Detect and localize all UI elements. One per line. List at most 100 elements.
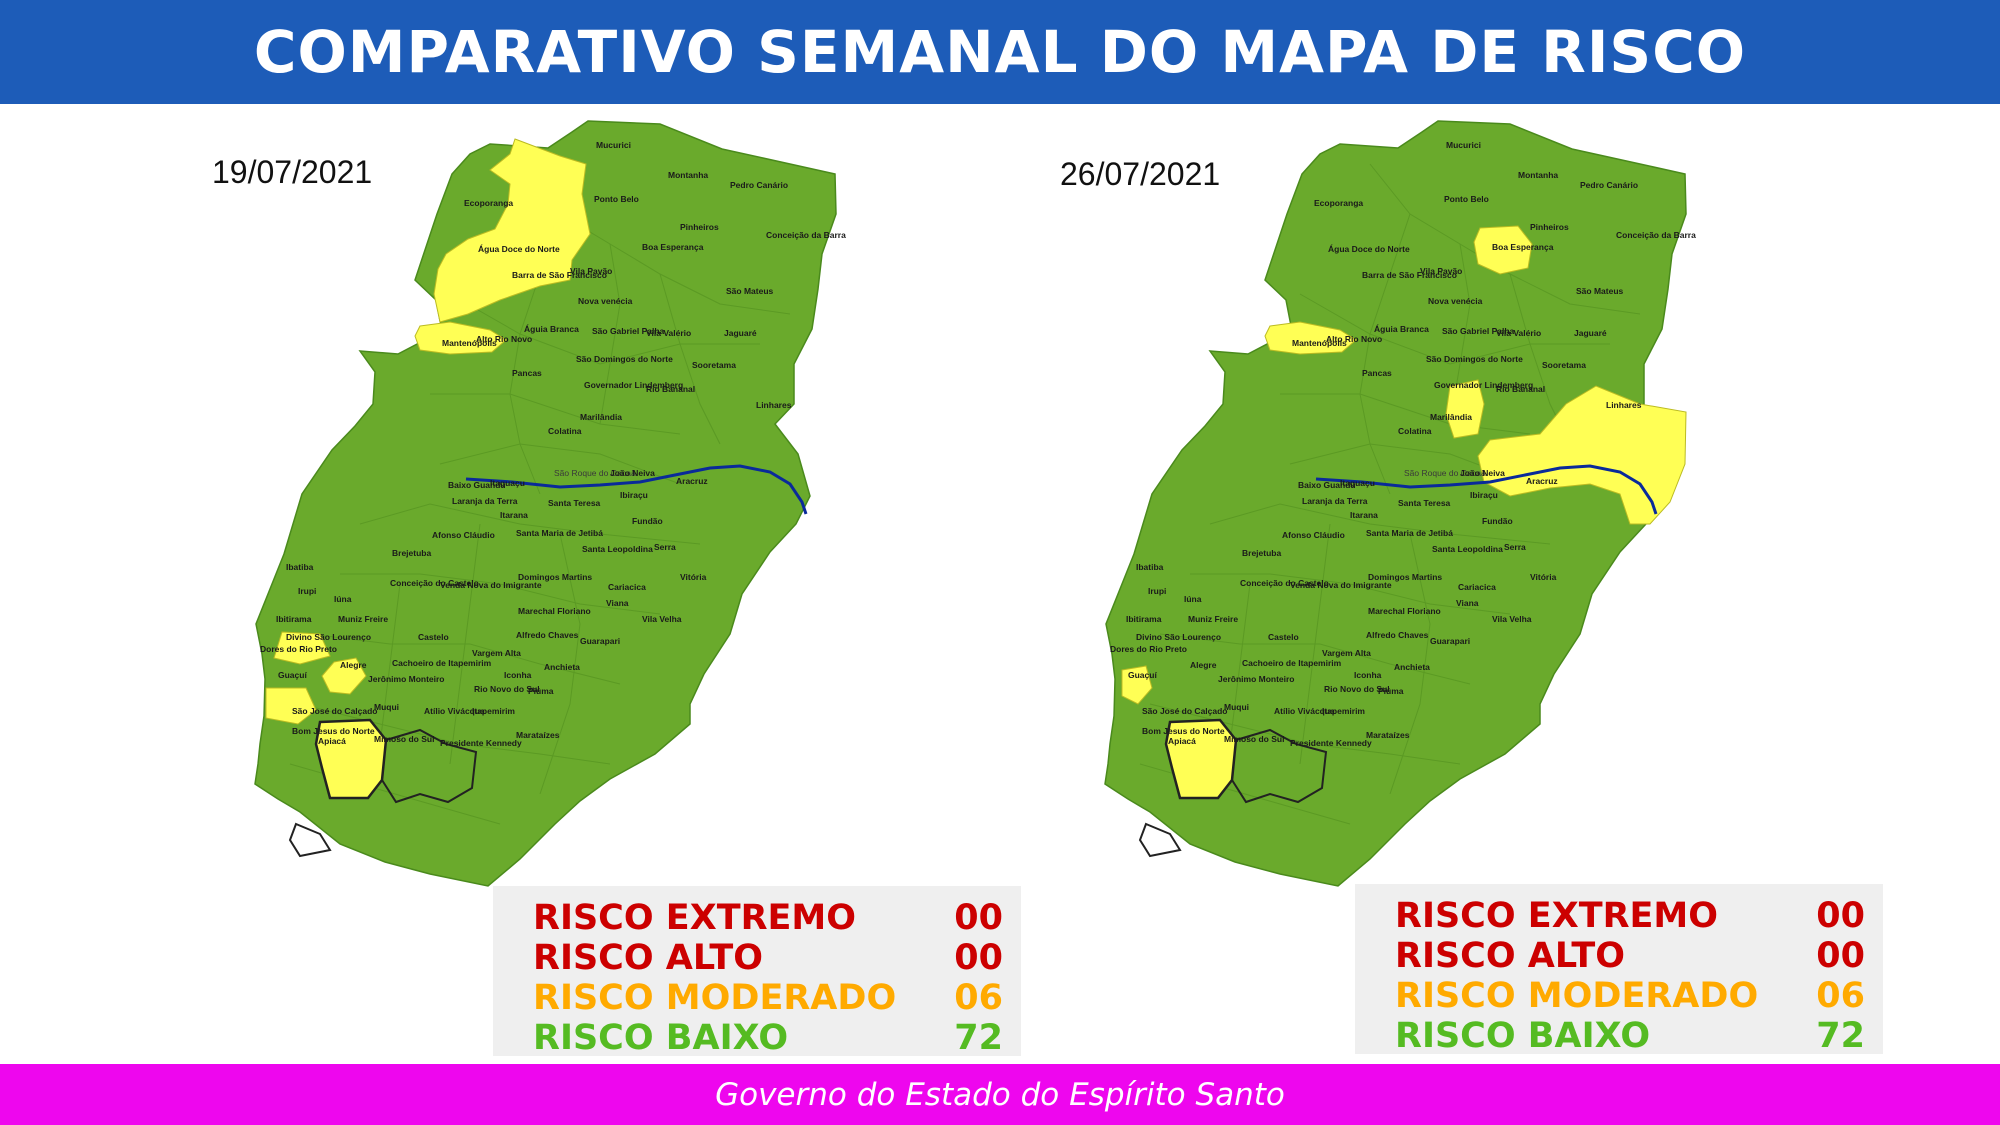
map-label: Mucurici <box>596 140 631 150</box>
moderate-alegre <box>1164 718 1238 800</box>
moderate-governador-lindemberg <box>1445 379 1485 439</box>
map-label: Baixo Guandu <box>1298 480 1356 490</box>
map-label: Atílio Vivácqua <box>424 706 485 716</box>
map-label: Itaguaçu <box>490 478 525 488</box>
moderate-iuna <box>321 657 367 695</box>
map-label: Alto Rio Novo <box>476 334 532 344</box>
map-label: Apiacá <box>1168 736 1196 746</box>
map-label: Vitória <box>1530 572 1557 582</box>
municipality-labels: Mucurici Montanha Pedro Canário Ecoporan… <box>260 140 846 748</box>
map-date: 26/07/2021 <box>1060 156 1221 192</box>
moderate-ibitirama <box>265 687 317 725</box>
map-label: Venda Nova do Imigrante <box>1290 580 1392 590</box>
map-label: Boa Esperança <box>1492 242 1554 252</box>
map-label: Santa Teresa <box>548 498 601 508</box>
map-label: Presidente Kennedy <box>1290 738 1372 748</box>
map-label: Mantenópolis <box>442 338 497 348</box>
map-label: Anchieta <box>544 662 580 672</box>
moderate-mantenopolis <box>1264 321 1357 355</box>
map-label: Vila Valério <box>646 328 691 338</box>
map-label: Sooretama <box>1542 360 1586 370</box>
map-label: Montanha <box>668 170 708 180</box>
map-label: Muniz Freire <box>338 614 388 624</box>
footer-banner: Governo do Estado do Espírito Santo <box>0 1064 2000 1125</box>
map-label: Vila Velha <box>1492 614 1532 624</box>
map-label: Fundão <box>632 516 663 526</box>
legend-label: RISCO ALTO <box>533 938 764 978</box>
rio-doce-river <box>465 464 808 515</box>
state-map: Mucurici Montanha Pedro Canário Ecoporan… <box>254 120 846 887</box>
map-label: Santa Maria de Jetibá <box>516 528 603 538</box>
map-label: Vargem Alta <box>1322 648 1371 658</box>
legend-row-moderate: RISCO MODERADO 06 <box>533 978 1003 1018</box>
map-label: Vila Velha <box>642 614 682 624</box>
map-label: Guaçuí <box>278 670 307 680</box>
map-label: Cariacica <box>1458 582 1496 592</box>
map-label: Dores do Rio Preto <box>260 644 337 654</box>
map-label: Serra <box>654 542 676 552</box>
map-label: Mucurici <box>1446 140 1481 150</box>
footer-text: Governo do Estado do Espírito Santo <box>715 1076 1285 1113</box>
moderate-alegre <box>314 718 388 800</box>
map-label: Aracruz <box>676 476 708 486</box>
map-label: Bom Jesus do Norte <box>292 726 375 736</box>
map-label: Marechal Floriano <box>518 606 591 616</box>
map-label: Ponto Belo <box>1444 194 1489 204</box>
map-label: São Roque do Canaã <box>554 468 636 478</box>
legend-count: 06 <box>1816 976 1865 1016</box>
map-label: Divino São Lourenço <box>1136 632 1221 642</box>
map-label: São Gabriel Palha <box>1442 326 1515 336</box>
map-label: São Domingos do Norte <box>1426 354 1523 364</box>
map-label: Alto Rio Novo <box>1326 334 1382 344</box>
map-label: Água Doce do Norte <box>1328 244 1410 254</box>
map-label: Nova venécia <box>1428 296 1483 306</box>
risk-legend: RISCO EXTREMO 00 RISCO ALTO 00 RISCO MOD… <box>493 886 1021 1058</box>
map-label: Barra de São Francisco <box>1362 270 1457 280</box>
map-label: Iúna <box>334 594 352 604</box>
legend-label: RISCO ALTO <box>1395 936 1626 976</box>
map-label: Mantenópolis <box>1292 338 1347 348</box>
moderate-linhares <box>1477 385 1687 525</box>
moderate-ibatiba <box>273 631 331 665</box>
map-label: Cariacica <box>608 582 646 592</box>
map-label: Castelo <box>418 632 449 642</box>
map-date: 19/07/2021 <box>212 154 373 190</box>
legend-label: RISCO EXTREMO <box>533 898 857 938</box>
map-label: Irupi <box>1148 586 1166 596</box>
map-label: Ibitirama <box>1126 614 1162 624</box>
map-label: Castelo <box>1268 632 1299 642</box>
map-label: Águia Branca <box>524 324 579 334</box>
map-label: Jerônimo Monteiro <box>368 674 445 684</box>
map-label: Jaguaré <box>724 328 757 338</box>
map-label: Ecoporanga <box>1314 198 1363 208</box>
map-label: Viana <box>606 598 629 608</box>
map-label: São Gabriel Palha <box>592 326 665 336</box>
map-label: Atílio Vivácqua <box>1274 706 1335 716</box>
map-label: Irupi <box>298 586 316 596</box>
map-label: Apiacá <box>318 736 346 746</box>
map-panel-2: 26/07/2021 Mucur <box>850 104 1883 1064</box>
legend-count: 06 <box>954 978 1003 1018</box>
map-label: São Domingos do Norte <box>576 354 673 364</box>
map-label: Dores do Rio Preto <box>1110 644 1187 654</box>
map-label: Laranja da Terra <box>452 496 518 506</box>
map-label: Pedro Canário <box>730 180 788 190</box>
map-label: Guaçuí <box>1128 670 1157 680</box>
map-label: Itapemirim <box>472 706 515 716</box>
map-label: Marilândia <box>580 412 622 422</box>
map-panel-1: 19/07/2021 <box>0 104 1021 1064</box>
title-banner: COMPARATIVO SEMANAL DO MAPA DE RISCO <box>0 0 2000 104</box>
map-label: Conceição do Castelo <box>1240 578 1329 588</box>
map-label: Domingos Martins <box>518 572 592 582</box>
legend-label: RISCO BAIXO <box>533 1018 789 1058</box>
map-label: Guarapari <box>1430 636 1470 646</box>
map-label: Divino São Lourenço <box>286 632 371 642</box>
moderate-divino-sao-lourenco <box>1121 665 1153 705</box>
legend-row-low: RISCO BAIXO 72 <box>533 1018 1003 1058</box>
map-label: Itapemirim <box>1322 706 1365 716</box>
map-label: Cachoeiro de Itapemirim <box>392 658 492 668</box>
map-label: Fundão <box>1482 516 1513 526</box>
map-label: Vargem Alta <box>472 648 521 658</box>
map-label: Aracruz <box>1526 476 1558 486</box>
map-label: Marataízes <box>516 730 560 740</box>
